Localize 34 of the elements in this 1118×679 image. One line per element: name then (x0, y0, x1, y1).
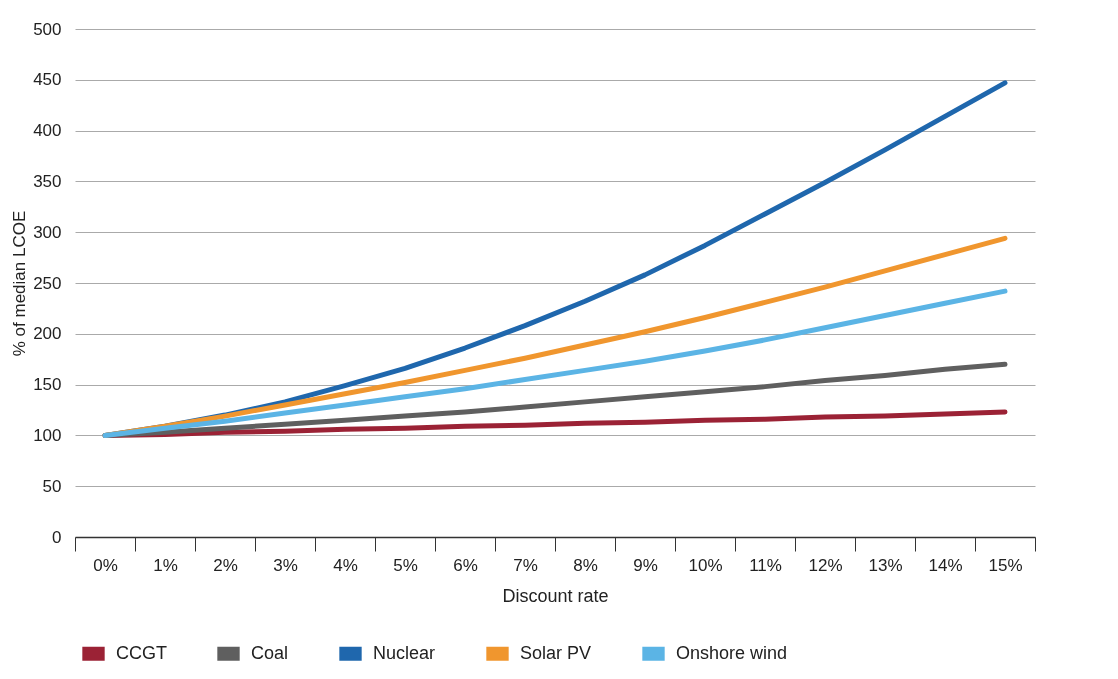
y-tick-label: 250 (33, 273, 62, 293)
x-tick-label: 6% (453, 555, 478, 575)
y-tick-label: 100 (33, 425, 62, 445)
x-tick-label: 13% (868, 555, 903, 575)
y-tick-label: 450 (33, 70, 62, 90)
y-tick-label: 350 (33, 171, 62, 191)
y-tick-label: 500 (33, 19, 62, 39)
y-axis-title: % of median LCOE (10, 210, 30, 357)
x-tick-label: 9% (633, 555, 658, 575)
legend-label: Onshore wind (676, 642, 788, 663)
legend-label: Solar PV (520, 642, 592, 663)
y-tick-label: 150 (33, 375, 62, 395)
x-tick-label: 1% (153, 555, 178, 575)
y-tick-label: 300 (33, 222, 62, 242)
x-tick-label: 10% (688, 555, 723, 575)
x-tick-label: 2% (213, 555, 238, 575)
y-tick-label: 400 (33, 121, 62, 141)
y-tick-label: 200 (33, 324, 62, 344)
x-tick-label: 8% (573, 555, 598, 575)
y-tick-label: 0 (52, 527, 62, 547)
y-tick-label: 50 (42, 476, 62, 496)
legend-label: CCGT (116, 642, 167, 663)
legend-label: Coal (251, 642, 289, 663)
x-tick-label: 3% (273, 555, 298, 575)
x-tick-label: 11% (749, 555, 782, 575)
x-tick-label: 12% (808, 555, 843, 575)
x-tick-label: 15% (988, 555, 1023, 575)
x-tick-label: 14% (928, 555, 963, 575)
x-tick-label: 0% (93, 555, 118, 575)
x-tick-label: 7% (513, 555, 538, 575)
x-tick-label: 5% (393, 555, 418, 575)
x-tick-label: 4% (333, 555, 358, 575)
legend-label: Nuclear (373, 642, 436, 663)
x-axis-title: Discount rate (502, 585, 609, 606)
